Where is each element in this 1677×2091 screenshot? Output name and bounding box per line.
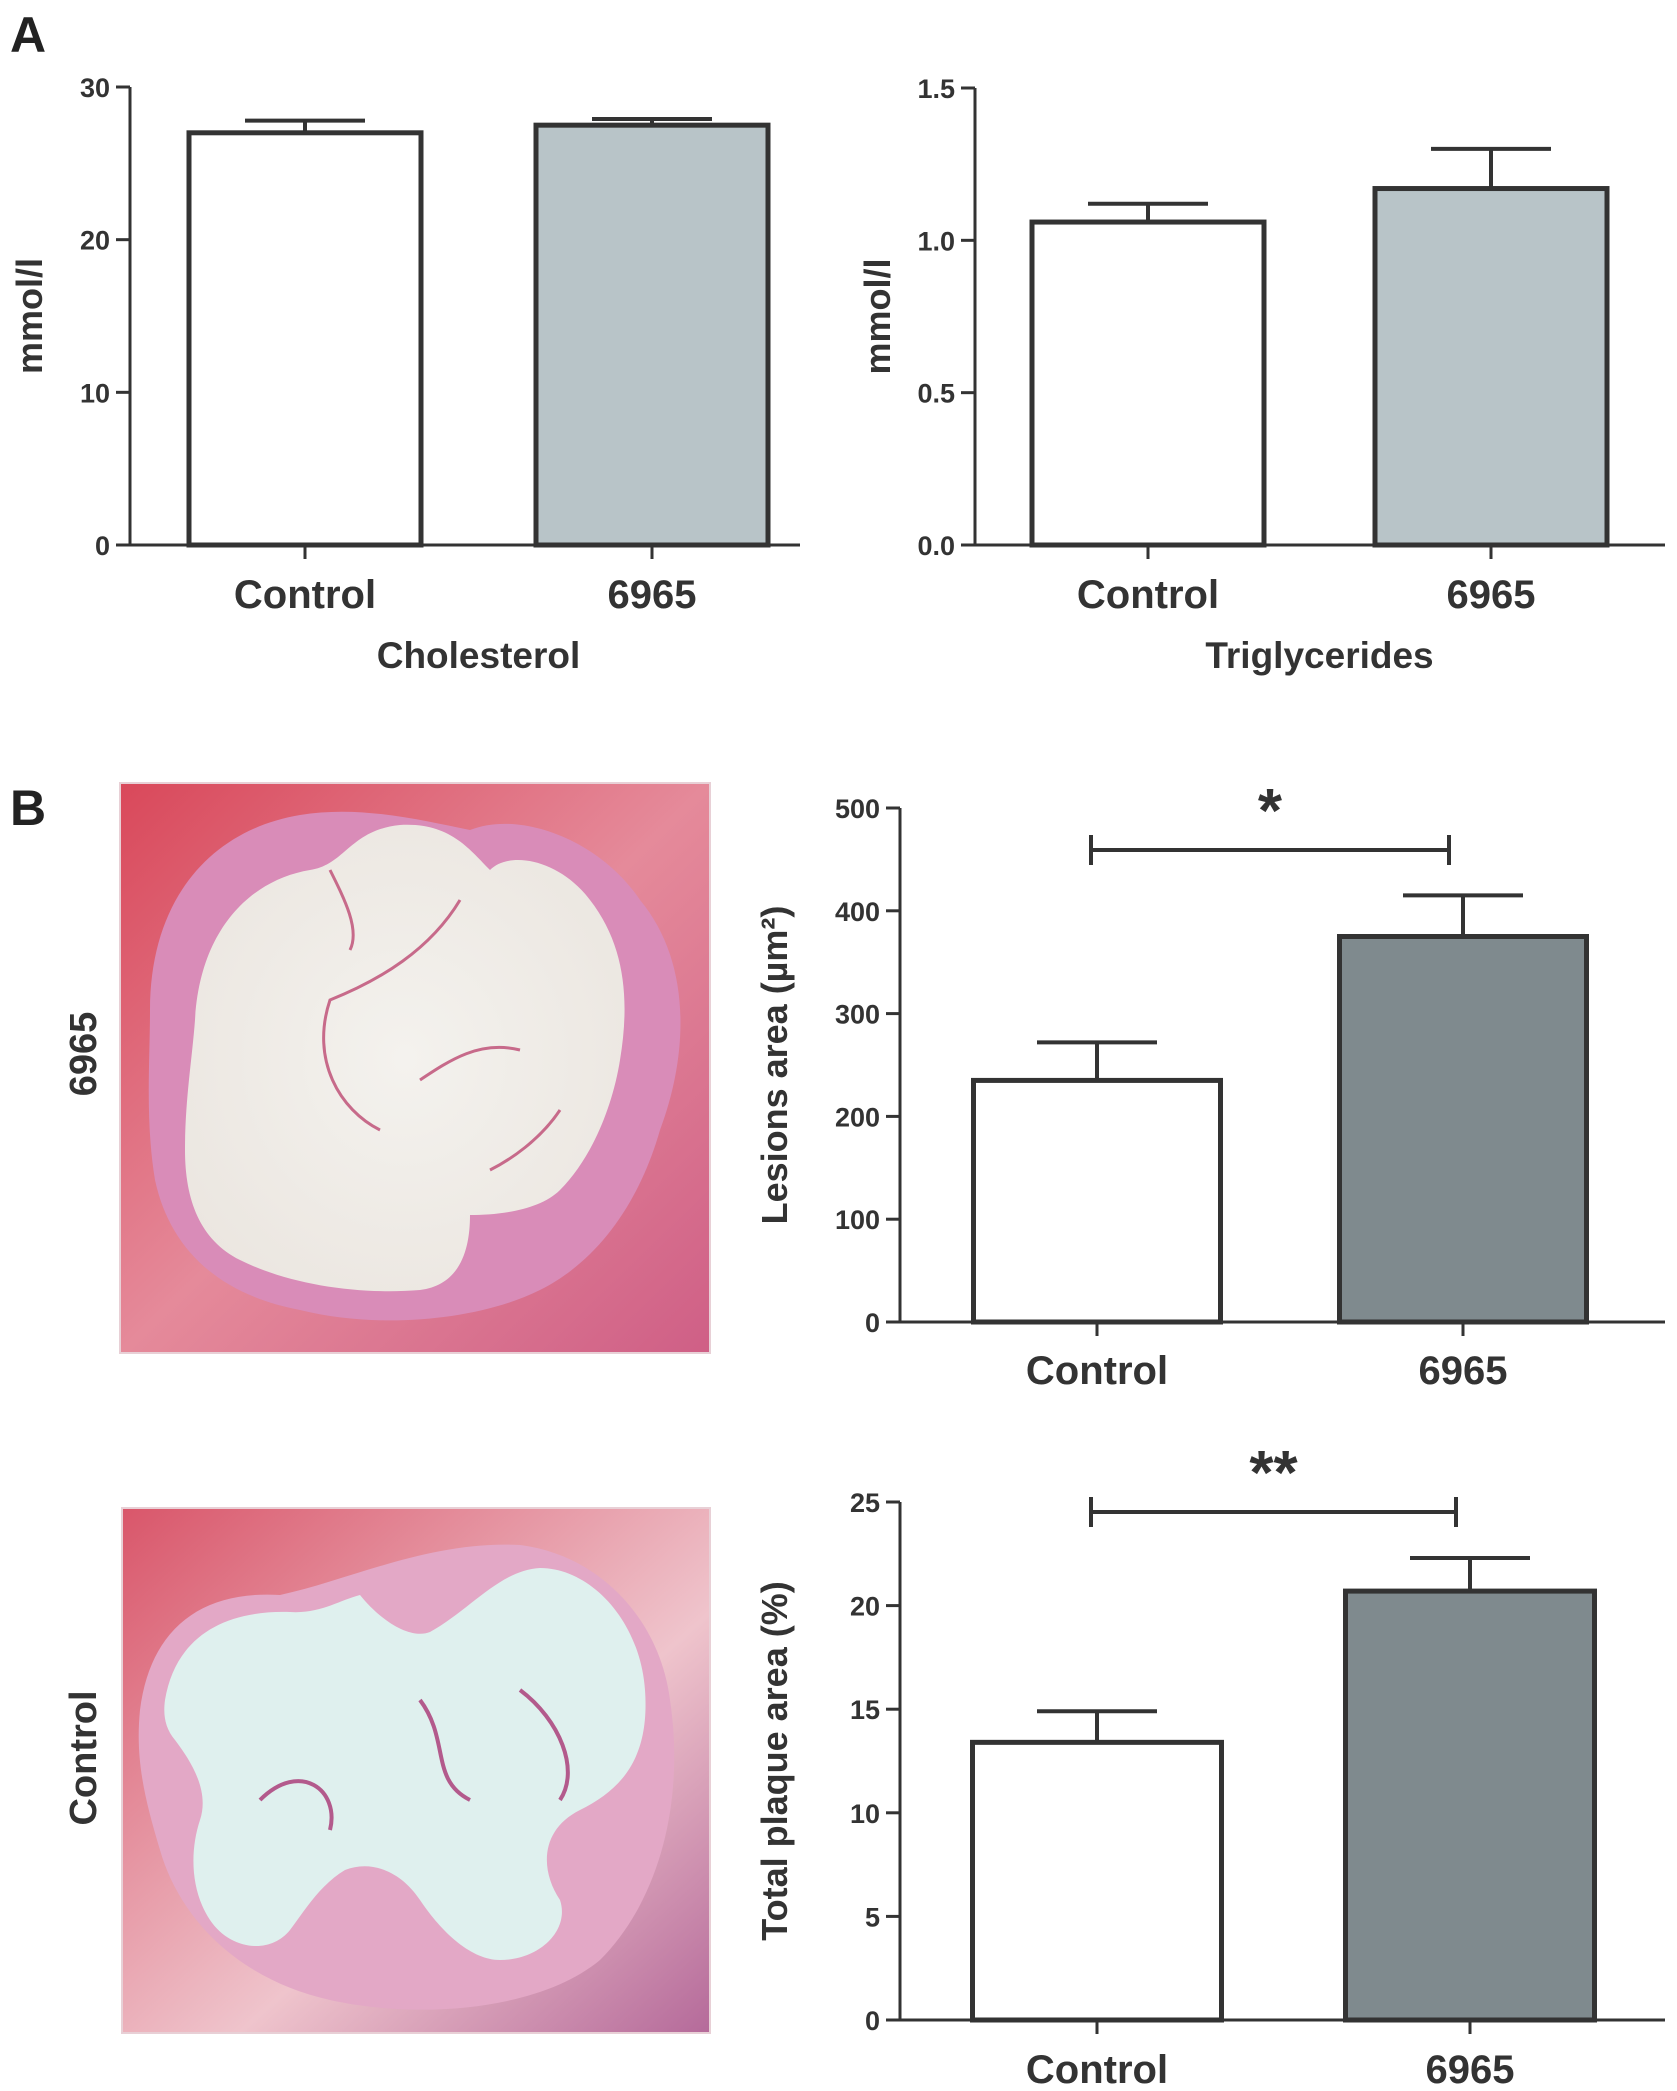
chart-2: 0.0 0.5 1.0 1.5 Control 6965 mmol/l Triglycerid… <box>857 74 1665 676</box>
panel-label-a: A <box>10 7 46 63</box>
micrograph-6965-label: 6965 <box>63 1012 105 1097</box>
x-axis-title: Cholesterol <box>377 635 581 676</box>
y-tick-label: 0.0 <box>917 531 955 561</box>
y-tick-label: 1.0 <box>917 226 955 256</box>
y-tick-label: 0 <box>95 531 110 561</box>
micrograph-control <box>121 1507 711 2034</box>
y-tick-label: 400 <box>835 897 880 927</box>
y-tick-label: 15 <box>850 1695 880 1725</box>
y-tick-label: 200 <box>835 1102 880 1132</box>
bar-6965 <box>533 122 771 548</box>
bar-6965 <box>1337 934 1589 1325</box>
y-tick-label: 0 <box>865 1308 880 1338</box>
bar-6965 <box>1372 186 1610 548</box>
y-tick-label: 300 <box>835 1000 880 1030</box>
y-tick-label: 0 <box>865 2006 880 2036</box>
panel-label-b: B <box>10 780 46 836</box>
y-axis-label: Total plaque area (%) <box>754 1581 795 1940</box>
bar-control <box>186 130 424 548</box>
significance-marker: ** <box>1249 1439 1298 1508</box>
y-tick-label: 500 <box>835 794 880 824</box>
x-tick-label: Control <box>234 573 376 617</box>
x-tick-label: 6965 <box>1426 2048 1515 2091</box>
y-tick-label: 20 <box>850 1592 880 1622</box>
y-tick-label: 30 <box>80 73 110 103</box>
chart-4: 0 5 10 15 20 25 Control 6965 Total plaque area (… <box>754 1439 1665 2091</box>
x-tick-label: 6965 <box>1419 1349 1508 1393</box>
y-tick-label: 20 <box>80 226 110 256</box>
x-tick-label: 6965 <box>1447 573 1536 617</box>
bar-control <box>1029 219 1267 548</box>
y-tick-label: 25 <box>850 1488 880 1518</box>
x-axis-title: Triglycerides <box>1205 635 1433 676</box>
x-tick-label: 6965 <box>608 573 697 617</box>
x-tick-label: Control <box>1077 573 1219 617</box>
y-tick-label: 5 <box>865 1902 880 1932</box>
bar-6965 <box>1343 1588 1597 2023</box>
y-tick-label: 0.5 <box>917 379 955 409</box>
significance-marker: * <box>1258 777 1283 846</box>
chart-1: 0 10 20 30 Control 6965 mmol/l Cholesterol <box>9 73 800 676</box>
chart-3: 0 100 200 300 400 500 Control 6965 Lesions area … <box>754 777 1665 1393</box>
micrograph-6965 <box>119 782 711 1354</box>
x-tick-label: Control <box>1026 1349 1168 1393</box>
y-tick-label: 10 <box>80 378 110 408</box>
bar-control <box>971 1077 1223 1325</box>
y-tick-label: 1.5 <box>917 74 955 104</box>
y-tick-label: 100 <box>835 1205 880 1235</box>
y-axis-label: Lesions area (µm²) <box>754 906 795 1225</box>
x-tick-label: Control <box>1026 2048 1168 2091</box>
y-axis-label: mmol/l <box>9 258 50 374</box>
y-tick-label: 10 <box>850 1799 880 1829</box>
bar-control <box>970 1739 1224 2023</box>
micrograph-control-label: Control <box>63 1690 105 1825</box>
y-axis-label: mmol/l <box>857 258 898 374</box>
